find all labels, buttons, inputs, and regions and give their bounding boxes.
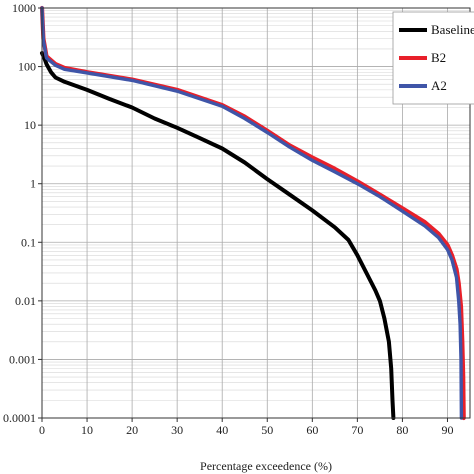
x-tick-label: 20 <box>126 423 138 437</box>
legend-label-b2: B2 <box>431 50 446 65</box>
legend-label-baseline: Baseline <box>431 22 474 37</box>
x-tick-label: 70 <box>351 423 363 437</box>
y-tick-label: 0.001 <box>9 352 36 366</box>
x-tick-label: 10 <box>81 423 93 437</box>
y-tick-label: 0.01 <box>15 294 36 308</box>
series-line-a2 <box>40 6 464 420</box>
x-tick-label: 90 <box>441 423 453 437</box>
x-tick-label: 80 <box>396 423 408 437</box>
plot-frame <box>41 7 471 419</box>
major-grid <box>41 7 470 419</box>
y-tick-label: 10 <box>24 118 36 132</box>
x-tick-label: 60 <box>306 423 318 437</box>
x-tick-label: 30 <box>171 423 183 437</box>
legend: Baseline B2 A2 <box>392 11 474 105</box>
x-tick-label: 40 <box>216 423 228 437</box>
y-tick-label: 1 <box>30 177 36 191</box>
y-tick-label: 0.0001 <box>3 411 36 425</box>
x-tick-label: 0 <box>39 423 45 437</box>
x-tick-label: 50 <box>261 423 273 437</box>
series-line-baseline <box>40 51 396 420</box>
legend-label-a2: A2 <box>431 78 447 93</box>
y-axis-ticks: 1000 100 10 1 0.1 0.01 0.001 0.0001 <box>3 1 42 425</box>
series-layer <box>39 5 466 421</box>
x-axis-ticks: 0 10 20 30 40 50 60 70 80 90 <box>39 418 453 437</box>
y-tick-label: 1000 <box>12 1 36 15</box>
y-tick-label: 100 <box>18 60 36 74</box>
x-axis-label: Percentage exceedence (%) <box>200 459 332 473</box>
y-tick-label: 0.1 <box>21 235 36 249</box>
